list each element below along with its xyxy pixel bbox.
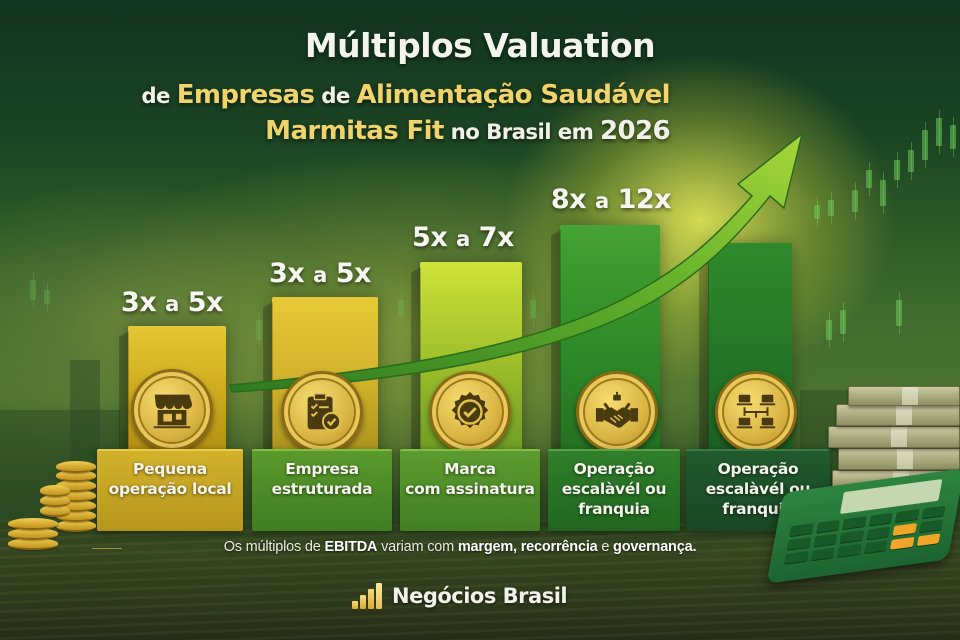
handshake-icon xyxy=(595,391,639,428)
bar-chart-logo-icon xyxy=(352,583,382,609)
coin-badge-1 xyxy=(131,369,213,451)
value-label-1: 3x a 5x xyxy=(121,287,223,318)
footnote: Os múltiplos de EBITDA variam com margem… xyxy=(223,539,697,555)
brand-name: Negócios Brasil xyxy=(392,584,568,608)
brand: Negócios Brasil xyxy=(352,583,568,609)
storefront-icon xyxy=(153,394,193,429)
value-label-2: 3x a 5x xyxy=(269,258,371,289)
coin-badge-5 xyxy=(715,371,797,453)
value-label-3: 5x a 7x xyxy=(412,222,514,253)
title-line-2: de Empresas de Alimentação Saudável xyxy=(141,80,670,110)
network-icon xyxy=(736,394,776,429)
coin-badge-2 xyxy=(281,371,363,453)
category-label-4: Operação escalàvél ou franquia xyxy=(548,449,680,531)
category-label-1: Pequena operação local xyxy=(97,449,243,531)
coin-badge-3 xyxy=(429,371,511,453)
value-label-4: 8x a 12x xyxy=(550,184,672,215)
coin-badge-4 xyxy=(576,371,658,453)
badge-check-icon xyxy=(451,391,489,429)
category-label-3: Marca com assinatura xyxy=(400,449,540,531)
category-label-2: Empresa estruturada xyxy=(252,449,392,531)
title-line-1: Múltiplos Valuation xyxy=(304,26,656,65)
title-line-3: Marmitas Fit no Brasil em 2026 xyxy=(265,116,670,146)
clipboard-check-icon xyxy=(307,393,342,432)
footnote-divider xyxy=(92,548,122,549)
